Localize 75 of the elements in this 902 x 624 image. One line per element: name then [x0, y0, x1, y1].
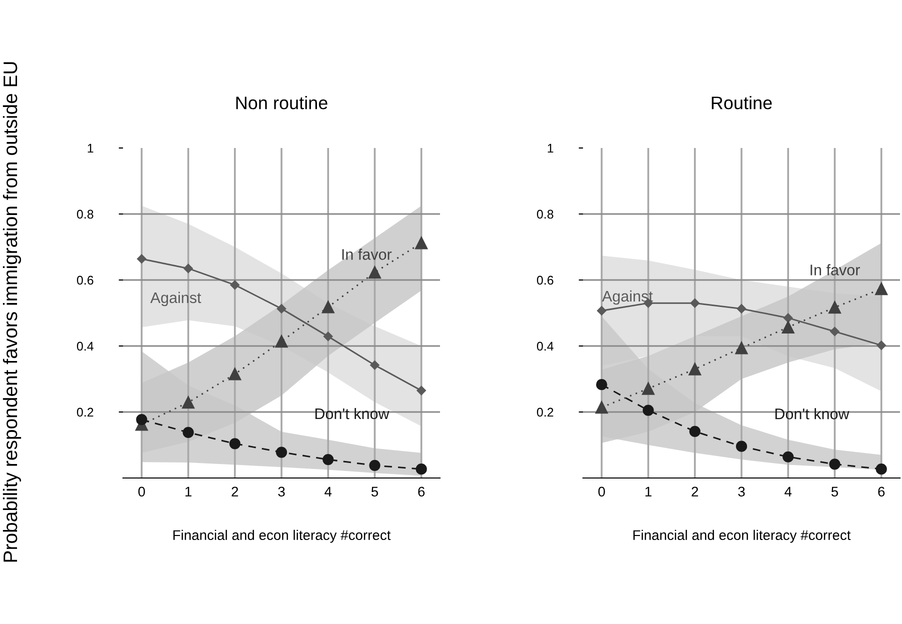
- point: [642, 404, 654, 416]
- point: [322, 454, 334, 466]
- point: [137, 254, 146, 264]
- y-tick-label: 0.2: [76, 408, 94, 417]
- point: [736, 304, 746, 314]
- point: [276, 446, 288, 458]
- x-tick-label: 0: [598, 486, 605, 497]
- y-tick-label: 1: [548, 144, 554, 153]
- x-tick-label: 3: [278, 486, 285, 497]
- x-tick-label: 1: [645, 486, 652, 496]
- point: [595, 401, 608, 414]
- text: Don't know: [775, 408, 850, 420]
- point: [370, 360, 380, 370]
- point: [736, 440, 748, 452]
- point: [229, 438, 240, 450]
- y-tick-label: 0.8: [536, 210, 554, 219]
- point: [182, 426, 194, 438]
- point: [642, 382, 655, 395]
- point: [415, 236, 428, 250]
- point: [323, 332, 333, 342]
- series-label: Against: [150, 292, 202, 306]
- point: [829, 458, 840, 470]
- point: [782, 451, 794, 462]
- point: [322, 300, 334, 314]
- point: [276, 304, 286, 314]
- x-tick-label: 1: [185, 486, 192, 496]
- point: [228, 368, 242, 380]
- point: [690, 298, 700, 308]
- point: [184, 264, 193, 274]
- point: [875, 282, 888, 296]
- point: [828, 301, 841, 314]
- x-tick-label: 6: [418, 486, 425, 497]
- point: [688, 362, 702, 376]
- point: [230, 280, 240, 290]
- point: [182, 396, 195, 409]
- point: [416, 386, 426, 396]
- point: [275, 335, 288, 348]
- point: [783, 313, 793, 323]
- y-tick-label: 0.6: [536, 276, 554, 285]
- point: [368, 266, 381, 279]
- y-tick-label: 0.4: [76, 342, 94, 351]
- point: [136, 414, 148, 426]
- point: [596, 379, 608, 390]
- x-axis-title: Financial and econ literacy #correct: [173, 530, 391, 543]
- point: [830, 326, 840, 336]
- point: [597, 306, 606, 316]
- x-tick-label: 0: [138, 486, 145, 497]
- y-tick-label: 0.6: [76, 276, 94, 285]
- series-label: In favor: [810, 264, 860, 276]
- point: [369, 460, 380, 472]
- series-label: In favor: [342, 248, 392, 260]
- point: [735, 342, 748, 354]
- x-tick-label: 4: [324, 486, 332, 496]
- x-tick-label: 2: [232, 486, 238, 496]
- x-tick-label: 2: [692, 486, 698, 496]
- y-tick-label: 0.4: [536, 342, 554, 351]
- point: [782, 320, 794, 334]
- y-tick-label: 0.2: [536, 408, 554, 417]
- x-tick-label: 6: [878, 486, 885, 497]
- series-label: Against: [602, 290, 653, 305]
- x-tick-label: 3: [738, 486, 745, 497]
- y-axis-title: Probability respondent favors immigration from outside EU: [2, 62, 22, 562]
- point: [876, 340, 886, 350]
- text: Don't know: [315, 408, 390, 420]
- y-tick-label: 0.8: [76, 210, 94, 219]
- point: [689, 426, 700, 438]
- x-tick-label: 4: [784, 486, 792, 496]
- point: [876, 464, 887, 475]
- x-tick-label: 5: [371, 486, 378, 497]
- x-tick-label: 5: [831, 486, 838, 497]
- x-axis-title: Financial and econ literacy #correct: [633, 530, 851, 543]
- y-tick-label: 1: [88, 144, 94, 153]
- point: [416, 464, 427, 475]
- chart-title: Non routine: [236, 96, 328, 110]
- chart-title: Routine: [712, 96, 772, 110]
